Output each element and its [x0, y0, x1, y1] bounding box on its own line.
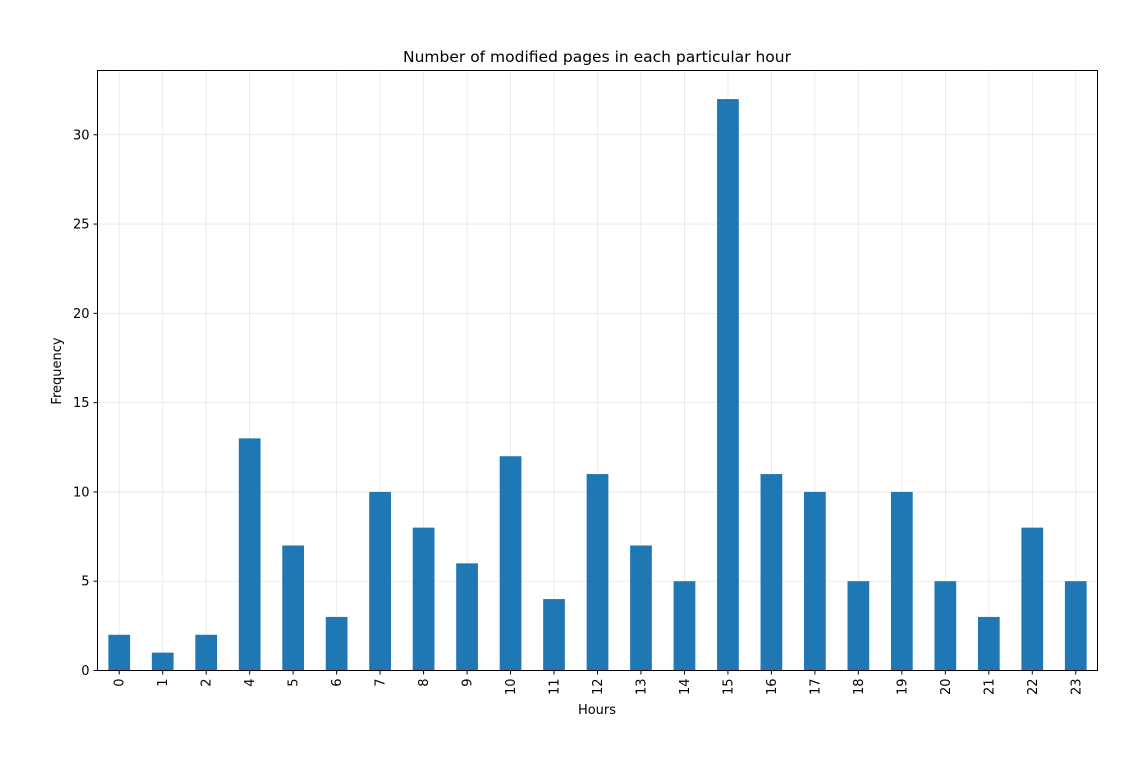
y-tick-label: 5 — [81, 575, 89, 590]
x-tick-label: 8 — [417, 679, 432, 687]
x-tick-label: 16 — [765, 679, 780, 696]
bar — [151, 652, 174, 671]
y-tick-label: 0 — [81, 664, 89, 679]
bar — [108, 634, 131, 671]
bar — [934, 581, 957, 671]
x-tick-label: 19 — [895, 679, 910, 696]
bar — [543, 599, 565, 671]
x-tick-label: 14 — [678, 679, 693, 696]
x-axis-label: Hours — [578, 703, 616, 718]
x-tick-label: 11 — [548, 679, 563, 696]
bar — [717, 99, 739, 671]
bar — [412, 527, 435, 671]
bar — [586, 474, 609, 671]
bar — [977, 616, 1000, 671]
bar — [630, 545, 652, 671]
bar — [1064, 581, 1087, 671]
y-axis-label: Frequency — [50, 337, 65, 404]
x-tick-label: 20 — [939, 679, 954, 696]
bar — [1021, 527, 1044, 671]
bar — [804, 491, 826, 671]
x-tick-label: 18 — [852, 679, 867, 696]
bar — [238, 438, 261, 671]
x-tick-label: 22 — [1026, 679, 1041, 696]
x-tick-label: 2 — [200, 679, 215, 687]
x-tick-label: 10 — [504, 679, 519, 696]
y-tick-label: 25 — [73, 218, 90, 233]
bar — [890, 491, 913, 671]
x-tick-label: 0 — [113, 679, 128, 687]
y-tick-label: 30 — [73, 128, 90, 143]
bar — [369, 491, 391, 671]
x-tick-label: 12 — [591, 679, 606, 696]
x-axis: 0 1 2 4 5 6 7 8 9 10 11 12 13 14 15 16 17 18 19 20 21 22 23 — [113, 670, 1084, 696]
y-tick-label: 20 — [73, 307, 90, 322]
x-tick-label: 1 — [156, 679, 171, 687]
x-tick-label: 13 — [634, 679, 649, 696]
x-tick-label: 9 — [461, 679, 476, 687]
y-tick-label: 15 — [73, 396, 90, 411]
x-tick-label: 4 — [243, 679, 258, 687]
bars — [108, 99, 1087, 671]
bar — [325, 616, 348, 671]
x-tick-label: 5 — [287, 679, 302, 687]
chart-title: Number of modified pages in each particu… — [403, 48, 792, 66]
bar — [282, 545, 305, 671]
x-tick-label: 6 — [330, 679, 345, 687]
bar — [760, 474, 783, 671]
x-tick-label: 15 — [721, 679, 736, 696]
bar — [195, 634, 218, 671]
y-tick-label: 10 — [73, 485, 90, 500]
x-tick-label: 7 — [374, 679, 389, 687]
y-axis: 0 5 10 15 20 25 30 — [73, 128, 98, 679]
bar — [673, 581, 696, 671]
x-tick-label: 21 — [982, 679, 997, 696]
x-tick-label: 17 — [808, 679, 823, 696]
bar — [456, 563, 478, 671]
x-tick-label: 23 — [1069, 679, 1084, 696]
bar — [847, 581, 870, 671]
bar — [499, 456, 522, 671]
